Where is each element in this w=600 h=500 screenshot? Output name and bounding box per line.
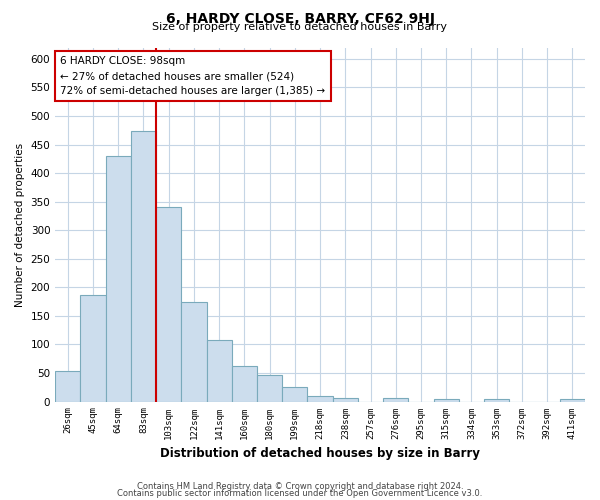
- Bar: [206, 340, 232, 402]
- Bar: [307, 396, 332, 402]
- Bar: [232, 366, 257, 402]
- Bar: [80, 295, 106, 402]
- Bar: [484, 400, 509, 402]
- Bar: [106, 156, 131, 402]
- Bar: [560, 400, 585, 402]
- Bar: [131, 132, 156, 402]
- Bar: [332, 398, 358, 402]
- Bar: [156, 208, 181, 402]
- Bar: [282, 388, 307, 402]
- Text: Size of property relative to detached houses in Barry: Size of property relative to detached ho…: [152, 22, 448, 32]
- Text: 6 HARDY CLOSE: 98sqm
← 27% of detached houses are smaller (524)
72% of semi-deta: 6 HARDY CLOSE: 98sqm ← 27% of detached h…: [61, 56, 326, 96]
- Bar: [55, 372, 80, 402]
- Text: Contains public sector information licensed under the Open Government Licence v3: Contains public sector information licen…: [118, 489, 482, 498]
- X-axis label: Distribution of detached houses by size in Barry: Distribution of detached houses by size …: [160, 447, 480, 460]
- Bar: [181, 302, 206, 402]
- Bar: [257, 376, 282, 402]
- Bar: [383, 398, 409, 402]
- Y-axis label: Number of detached properties: Number of detached properties: [15, 142, 25, 306]
- Text: 6, HARDY CLOSE, BARRY, CF62 9HJ: 6, HARDY CLOSE, BARRY, CF62 9HJ: [166, 12, 434, 26]
- Bar: [434, 400, 459, 402]
- Text: Contains HM Land Registry data © Crown copyright and database right 2024.: Contains HM Land Registry data © Crown c…: [137, 482, 463, 491]
